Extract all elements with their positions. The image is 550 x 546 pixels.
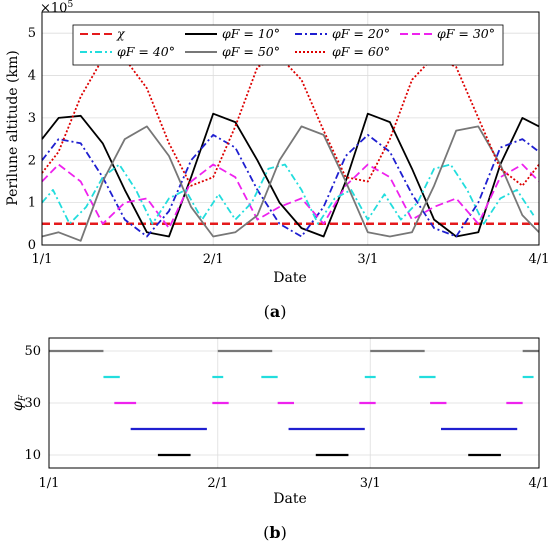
series-line-phi50 bbox=[41, 125, 540, 242]
panel-b-x-ticks: 1/1 2/1 3/1 4/1 bbox=[39, 476, 550, 491]
y-tick-label: 5 bbox=[28, 26, 36, 41]
y-tick-label: 2 bbox=[28, 153, 36, 168]
y-tick-label: 1 bbox=[28, 196, 36, 211]
series-line-phi40 bbox=[41, 163, 535, 225]
panel-a-series bbox=[41, 55, 540, 242]
legend-label-phi40: φF = 40° bbox=[117, 44, 175, 59]
x-tick-label: 3/1 bbox=[357, 252, 378, 267]
panel-a-legend: χ φF = 10° φF = 20° φF = 30° φF = 40° φF = 50… bbox=[72, 24, 504, 66]
panel-a-xlabel: Date bbox=[273, 270, 306, 286]
panel-b-ylabel: φF bbox=[10, 394, 28, 411]
y-tick-label: 10 bbox=[24, 448, 41, 463]
x-tick-label: 4/1 bbox=[529, 476, 550, 491]
x-tick-label: 3/1 bbox=[360, 476, 381, 491]
y-tick-label: 4 bbox=[28, 69, 36, 84]
x-tick-label: 1/1 bbox=[39, 476, 60, 491]
panel-b-caption: (b) bbox=[263, 523, 287, 542]
panel-a-x-ticks: 1/1 2/1 3/1 4/1 bbox=[32, 252, 550, 267]
panel-a-y-ticks: 0 1 2 3 4 5 bbox=[28, 26, 36, 253]
legend-box bbox=[72, 24, 504, 66]
panel-b-intervals bbox=[49, 349, 539, 457]
legend-label-phi60: φF = 60° bbox=[332, 44, 390, 59]
panel-b-latitude-windows: 10 30 50 1/1 2/1 3/1 4/1 Date φF (b) bbox=[10, 337, 550, 542]
y-tick-label: 0 bbox=[28, 238, 36, 253]
x-tick-label: 2/1 bbox=[203, 252, 224, 267]
panel-a-ylabel: Perilune altitude (km) bbox=[5, 50, 21, 205]
x-tick-label: 2/1 bbox=[207, 476, 228, 491]
y-tick-label: 30 bbox=[24, 396, 41, 411]
series-line-phi20 bbox=[41, 133, 540, 238]
legend-label-phi50: φF = 50° bbox=[222, 44, 280, 59]
y-tick-label: 3 bbox=[28, 111, 36, 126]
legend-label-phi10: φF = 10° bbox=[222, 26, 280, 41]
x-tick-label: 4/1 bbox=[529, 252, 550, 267]
legend-label-chi: χ bbox=[116, 26, 126, 41]
legend-label-phi20: φF = 20° bbox=[332, 26, 390, 41]
x-tick-label: 1/1 bbox=[32, 252, 53, 267]
panel-b-y-ticks: 10 30 50 bbox=[24, 344, 41, 463]
legend-label-phi30: φF = 30° bbox=[437, 26, 495, 41]
panel-a-exponent: ×105 bbox=[40, 0, 73, 16]
panel-a-perilune-chart: 0 1 2 3 4 5 1/1 2/1 3/1 4/1 ×105 Date Perilune a… bbox=[5, 0, 549, 321]
panel-a-caption: (a) bbox=[264, 302, 287, 321]
panel-a-frame bbox=[41, 11, 540, 246]
series-line-phi30 bbox=[41, 163, 540, 230]
panel-b-frame bbox=[48, 337, 540, 469]
series-line-phi10 bbox=[41, 112, 540, 238]
y-tick-label: 50 bbox=[24, 344, 41, 359]
panel-b-xlabel: Date bbox=[273, 491, 306, 507]
